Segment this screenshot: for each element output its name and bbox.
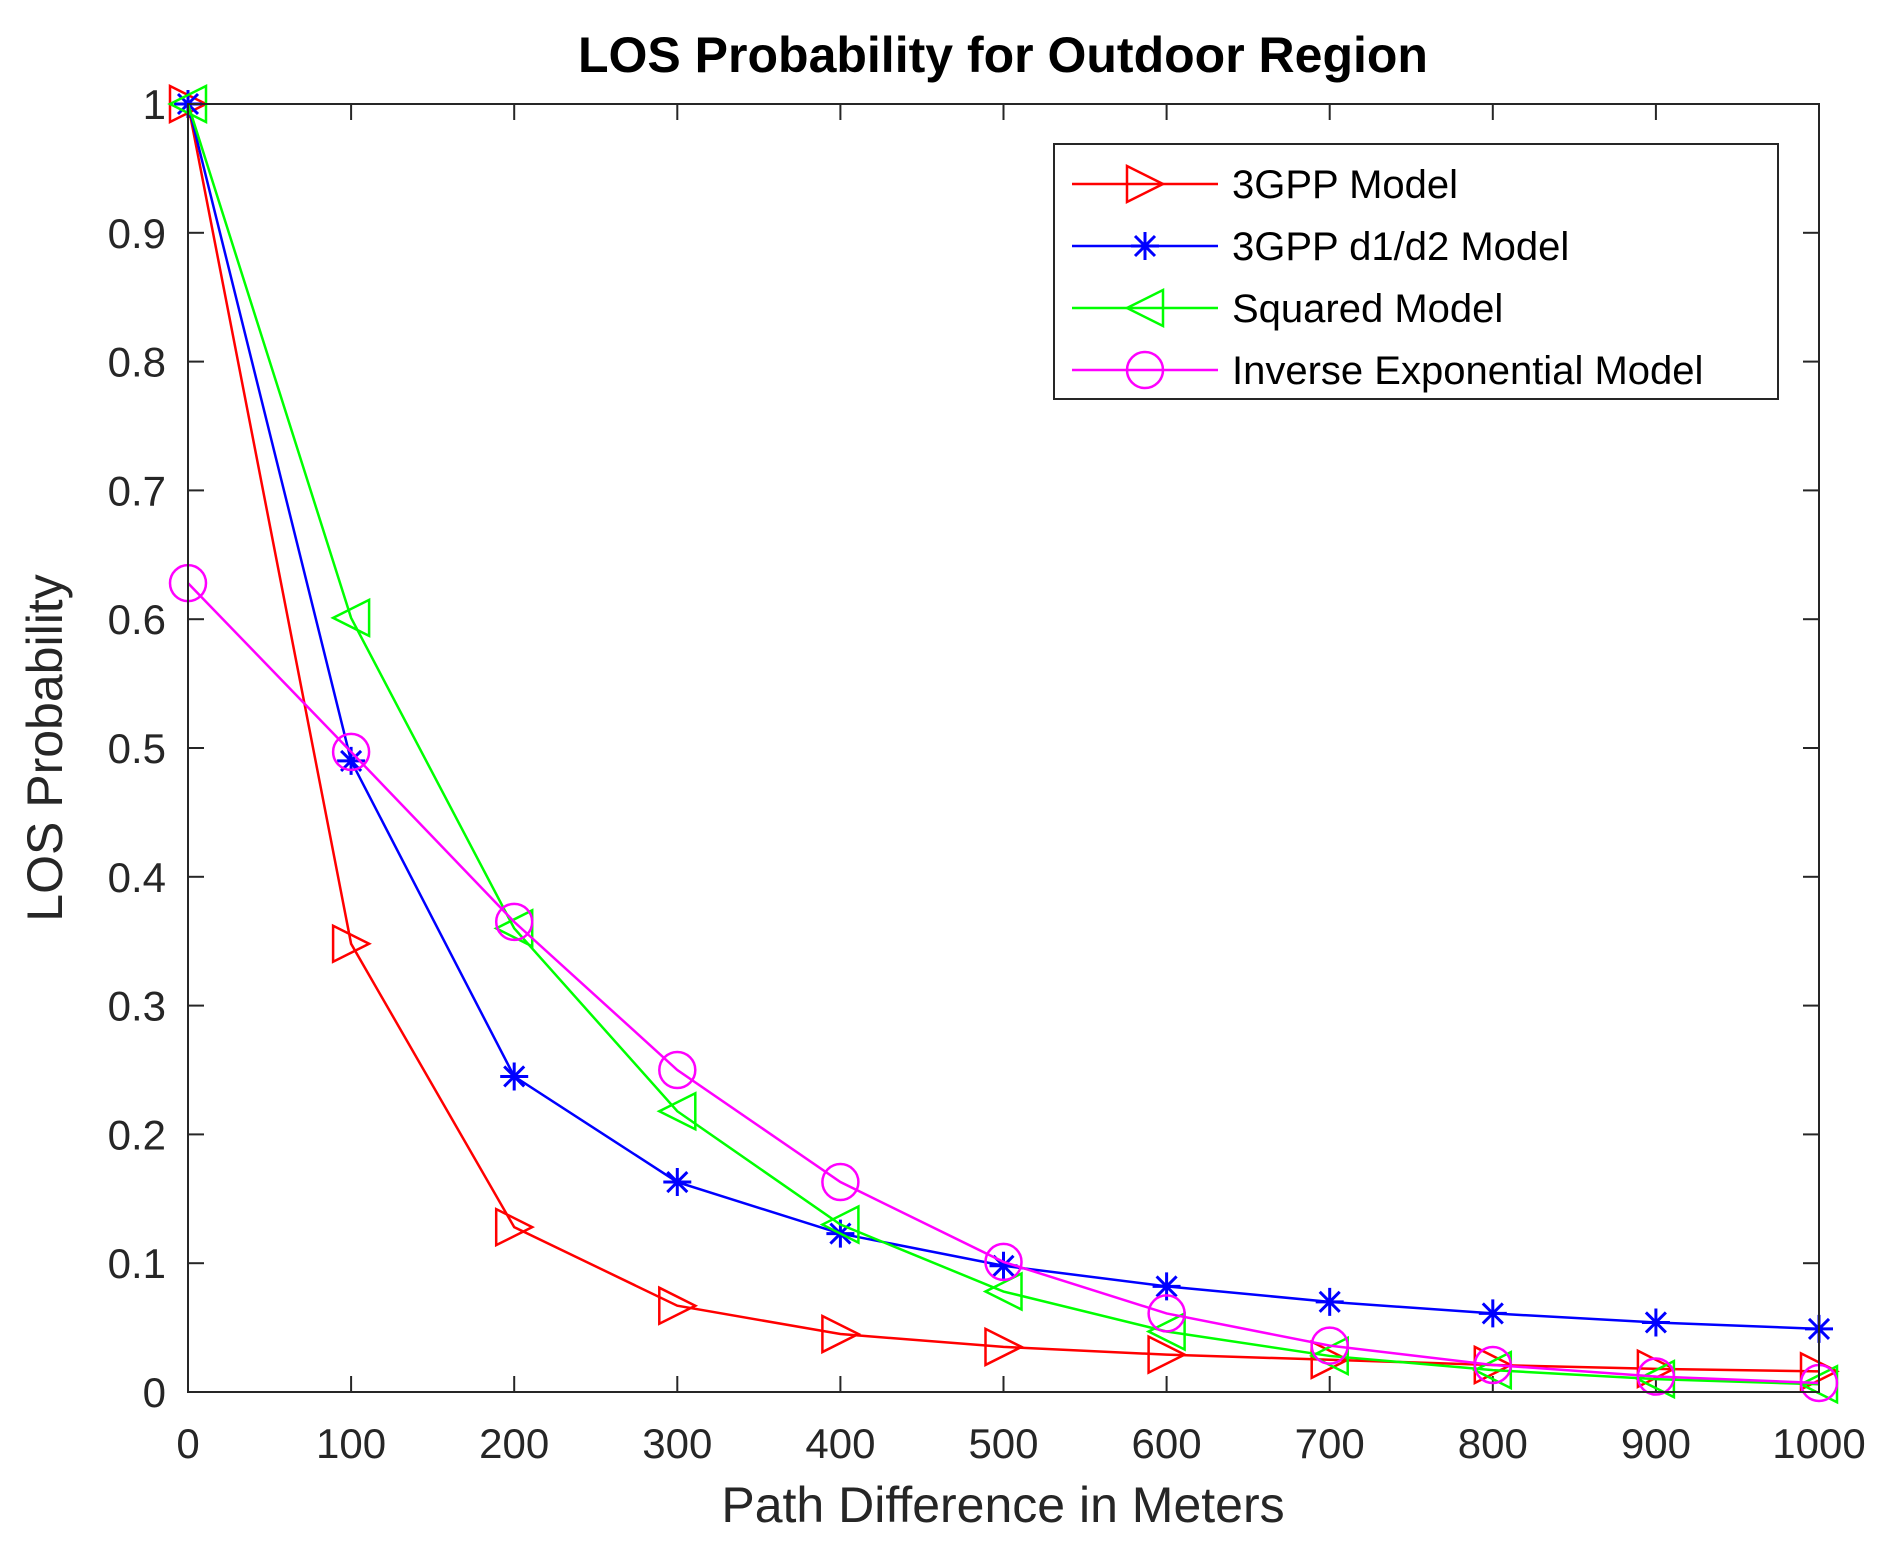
data-point-marker [494, 902, 534, 942]
legend: 3GPP Model 3GPP d1/d2 Model Squared Model I… [1053, 143, 1779, 400]
plot-area-frame [187, 103, 1820, 1393]
data-point-marker [500, 1062, 529, 1091]
data-point-marker [1473, 1345, 1513, 1385]
legend-marker [1124, 287, 1165, 329]
x-tick-label: 500 [968, 1420, 1038, 1467]
data-point-marker [1152, 1272, 1181, 1301]
data-point-marker [337, 746, 366, 775]
data-point-marker [656, 1091, 697, 1132]
legend-entry: 3GPP d1/d2 Model [1072, 225, 1569, 269]
legend-entry: Squared Model [1072, 287, 1503, 331]
x-tick-label: 400 [805, 1420, 875, 1467]
data-point-marker [1315, 1287, 1344, 1316]
data-point-marker [1641, 1308, 1670, 1337]
x-tick-label: 300 [642, 1420, 712, 1467]
data-point-marker [819, 1204, 860, 1245]
x-tick-label: 900 [1621, 1420, 1691, 1467]
legend-label: Inverse Exponential Model [1232, 349, 1703, 393]
data-point-marker [989, 1251, 1018, 1280]
y-tick-label: 0.9 [108, 210, 166, 257]
data-point-marker [1147, 1334, 1188, 1375]
data-point-marker [331, 732, 371, 772]
data-point-marker [821, 1162, 860, 1202]
x-tick-label: 700 [1295, 1420, 1365, 1467]
legend-label: 3GPP Model [1232, 163, 1458, 207]
data-point-marker [982, 1271, 1023, 1312]
data-point-marker [658, 1050, 697, 1090]
x-axis-label: Path Difference in Meters [721, 1477, 1284, 1533]
x-tick-label: 600 [1132, 1420, 1202, 1467]
y-tick-label: 0.7 [108, 467, 166, 514]
x-tick-label: 0 [176, 1420, 199, 1467]
y-tick-label: 0.2 [108, 1111, 166, 1158]
y-axis-label: LOS Probability [17, 574, 73, 921]
x-tick-label: 1000 [1772, 1420, 1865, 1467]
y-tick-label: 0.5 [108, 725, 166, 772]
data-point-marker [1308, 1335, 1349, 1376]
series-3gpp-d1-d2-model [174, 90, 1833, 1343]
series-line [186, 103, 1820, 1373]
x-tick-label: 800 [1458, 1420, 1528, 1467]
data-point-marker [330, 597, 371, 638]
x-axis-tick-labels: 0 100 200 300 400 500 600 700 800 900 1000 [176, 1420, 1865, 1467]
x-tick-label: 200 [479, 1420, 549, 1467]
legend-marker [1131, 232, 1159, 260]
data-point-marker [1636, 1348, 1677, 1389]
legend-box [1053, 143, 1779, 400]
series-layer [167, 83, 1840, 1405]
legend-marker [1125, 350, 1165, 390]
y-tick-label: 0.4 [108, 854, 166, 901]
y-axis-tick-labels: 0 0.1 0.2 0.3 0.4 0.5 0.6 0.7 0.8 0.9 1 [108, 81, 166, 1416]
data-point-marker [821, 1314, 862, 1355]
series-line [186, 103, 1820, 1386]
y-tick-label: 0 [143, 1369, 166, 1416]
y-tick-label: 0.1 [108, 1240, 166, 1287]
legend-marker [1125, 163, 1166, 205]
data-point-marker [1145, 1311, 1186, 1352]
legend-label: 3GPP d1/d2 Model [1232, 225, 1569, 269]
legend-label: Squared Model [1232, 287, 1503, 331]
series-inverse-exponential-model [168, 563, 1839, 1403]
data-point-marker [984, 1326, 1025, 1367]
data-point-marker [1478, 1299, 1507, 1328]
x-tick-label: 100 [316, 1420, 386, 1467]
legend-entry: Inverse Exponential Model [1072, 349, 1703, 393]
data-point-marker [331, 923, 372, 964]
data-point-marker [1310, 1326, 1349, 1365]
y-tick-label: 0.6 [108, 596, 166, 643]
data-point-marker [658, 1285, 699, 1326]
y-tick-label: 0.8 [108, 339, 166, 386]
data-point-marker [1636, 1357, 1676, 1396]
data-point-marker [663, 1168, 692, 1197]
chart-title: LOS Probability for Outdoor Region [578, 27, 1428, 83]
y-tick-label: 0.3 [108, 983, 166, 1030]
data-point-marker [494, 1207, 535, 1248]
y-tick-label: 1 [143, 81, 166, 128]
series-line [187, 582, 1820, 1385]
data-point-marker [984, 1242, 1023, 1282]
data-point-marker [1310, 1339, 1351, 1380]
data-point-marker [1147, 1294, 1186, 1333]
legend-entry: 3GPP Model [1072, 163, 1458, 207]
